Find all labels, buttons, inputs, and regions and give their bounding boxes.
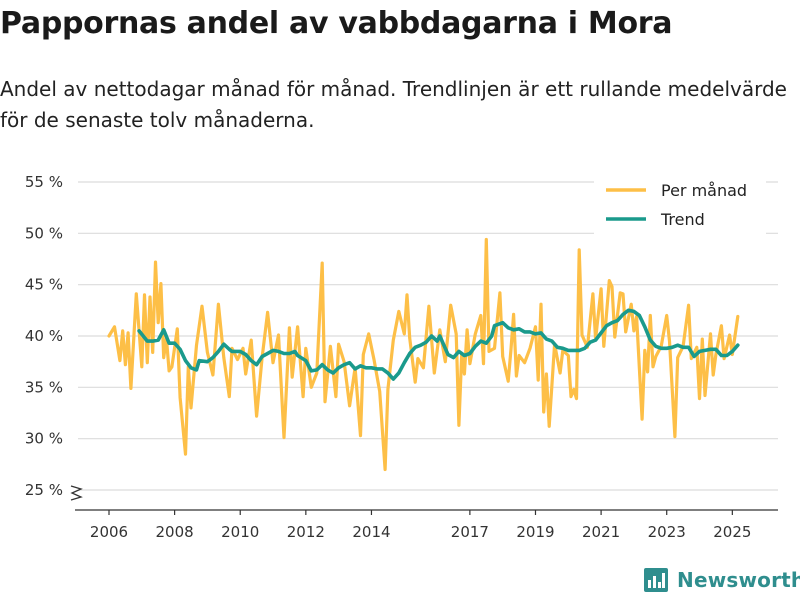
brand-name: Newsworthy bbox=[677, 568, 800, 592]
chart-subtitle: Andel av nettodagar månad för månad. Tre… bbox=[0, 77, 787, 132]
plot-area bbox=[107, 237, 740, 472]
y-tick-label: 55 % bbox=[25, 173, 63, 191]
x-tick-label: 2008 bbox=[156, 523, 194, 541]
legend-label-trend: Trend bbox=[660, 210, 705, 229]
axis-break-icon bbox=[70, 485, 83, 501]
x-tick-label: 2017 bbox=[451, 523, 489, 541]
chart-title: Pappornas andel av vabbdagarna i Mora bbox=[0, 6, 673, 41]
x-tick-label: 2021 bbox=[582, 523, 620, 541]
y-tick-label: 40 % bbox=[25, 327, 63, 345]
y-tick-label: 25 % bbox=[25, 481, 63, 499]
y-tick-label: 50 % bbox=[25, 224, 63, 242]
y-tick-label: 30 % bbox=[25, 430, 63, 448]
y-tick-label: 35 % bbox=[25, 378, 63, 396]
series-line-monthly bbox=[107, 237, 740, 472]
y-axis: 25 % 30 % 35 % 40 % 45 % 50 % 55 % bbox=[25, 173, 83, 501]
x-tick-label: 2012 bbox=[287, 523, 325, 541]
x-tick-label: 2010 bbox=[221, 523, 259, 541]
x-tick-label: 2006 bbox=[90, 523, 128, 541]
x-tick-label: 2025 bbox=[713, 523, 751, 541]
x-tick-label: 2019 bbox=[516, 523, 554, 541]
x-tick-label: 2014 bbox=[352, 523, 390, 541]
legend-box bbox=[594, 176, 766, 236]
legend-label-monthly: Per månad bbox=[661, 181, 747, 200]
series-trend bbox=[137, 308, 740, 381]
x-axis: 2006 2008 2010 2012 2014 2017 2019 2021 2023 2025 bbox=[75, 509, 778, 541]
y-tick-label: 45 % bbox=[25, 276, 63, 294]
x-tick-label: 2023 bbox=[648, 523, 686, 541]
brand-logo: Newsworthy bbox=[644, 568, 800, 592]
series-monthly bbox=[107, 237, 740, 472]
series-line-trend bbox=[137, 308, 740, 381]
legend: Per månad Trend bbox=[594, 176, 766, 236]
newsworthy-logo-icon bbox=[644, 568, 668, 592]
